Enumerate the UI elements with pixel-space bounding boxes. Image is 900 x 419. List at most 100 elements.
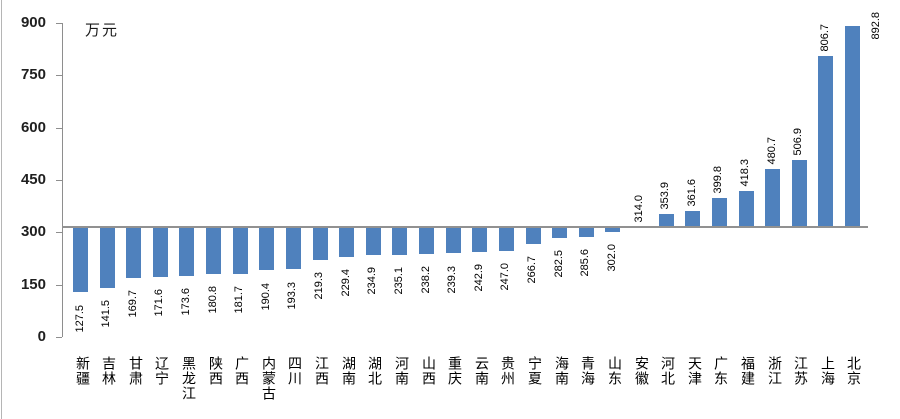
bar xyxy=(206,227,221,274)
category-label: 新疆 xyxy=(74,356,89,386)
y-tick-mark xyxy=(56,75,62,76)
bar-value-label: 169.7 xyxy=(127,290,139,318)
category-label: 云南 xyxy=(473,356,488,386)
bar xyxy=(366,227,381,255)
bar xyxy=(179,227,194,277)
category-label: 贵州 xyxy=(499,356,514,386)
bar-value-label: 302.0 xyxy=(606,244,618,272)
bar-value-label: 171.6 xyxy=(153,289,165,317)
y-tick-label: 750 xyxy=(20,66,46,83)
bar-value-label: 239.3 xyxy=(446,266,458,294)
bar-value-label: 399.8 xyxy=(712,166,724,194)
category-label: 陕西 xyxy=(207,356,222,386)
category-label: 青海 xyxy=(579,356,594,386)
category-label: 天津 xyxy=(686,356,701,386)
category-label: 辽宁 xyxy=(153,356,168,386)
category-label: 广东 xyxy=(712,356,727,386)
bar-value-label: 247.0 xyxy=(499,263,511,291)
y-axis-unit-label: 万元 xyxy=(85,23,120,39)
bar xyxy=(685,210,700,228)
bar-value-label: 480.7 xyxy=(766,137,778,165)
category-label: 黑龙江 xyxy=(180,356,195,401)
bar xyxy=(233,227,248,274)
y-axis-line xyxy=(62,23,63,337)
category-label: 浙江 xyxy=(766,356,781,386)
bar-value-label: 285.6 xyxy=(579,249,591,277)
y-tick-label: 600 xyxy=(20,119,46,136)
bar xyxy=(419,227,434,254)
bar-value-label: 282.5 xyxy=(553,250,565,278)
bar xyxy=(153,227,168,278)
category-label: 四川 xyxy=(286,356,301,386)
bar-value-label: 229.4 xyxy=(340,269,352,297)
y-tick-mark xyxy=(56,128,62,129)
y-tick-mark xyxy=(56,232,62,233)
category-label: 甘肃 xyxy=(127,356,142,386)
category-axis-line xyxy=(62,226,868,228)
bar xyxy=(739,191,754,228)
bar-value-label: 193.3 xyxy=(286,282,298,310)
bar-value-label: 181.7 xyxy=(233,286,245,314)
bar xyxy=(392,227,407,255)
bar-value-label: 219.3 xyxy=(313,272,325,300)
category-label: 福建 xyxy=(739,356,754,386)
category-label: 湖南 xyxy=(340,356,355,386)
left-edge-border xyxy=(1,0,2,419)
y-tick-label: 900 xyxy=(20,14,46,31)
category-label: 重庆 xyxy=(446,356,461,386)
category-label: 北京 xyxy=(845,356,860,386)
bar xyxy=(765,169,780,228)
bar-value-label: 234.9 xyxy=(366,267,378,295)
bar xyxy=(499,227,514,251)
bar-value-label: 353.9 xyxy=(659,182,671,210)
bar xyxy=(818,55,833,228)
bar-value-label: 418.3 xyxy=(739,159,751,187)
bar xyxy=(313,227,328,261)
y-tick-mark xyxy=(56,337,62,338)
y-tick-label: 0 xyxy=(37,328,46,345)
category-label: 上海 xyxy=(819,356,834,386)
y-tick-label: 450 xyxy=(20,171,46,188)
bar xyxy=(605,227,620,232)
bar-value-label: 806.7 xyxy=(819,24,831,52)
y-tick-mark xyxy=(56,285,62,286)
bar xyxy=(712,197,727,228)
bar xyxy=(126,227,141,278)
category-label: 湖北 xyxy=(366,356,381,386)
category-label: 广西 xyxy=(233,356,248,386)
bar xyxy=(259,227,274,271)
bar xyxy=(792,160,807,228)
bar xyxy=(845,25,860,228)
y-tick-label: 150 xyxy=(20,276,46,293)
bar-value-label: 361.6 xyxy=(686,179,698,207)
bar-value-label: 173.6 xyxy=(180,288,192,316)
category-label: 河北 xyxy=(659,356,674,386)
category-label: 河南 xyxy=(393,356,408,386)
bar xyxy=(659,213,674,228)
bar-value-label: 242.9 xyxy=(473,264,485,292)
category-label: 海南 xyxy=(553,356,568,386)
bar xyxy=(100,227,115,288)
category-label: 吉林 xyxy=(100,356,115,386)
category-label: 内蒙古 xyxy=(260,356,275,401)
bar xyxy=(286,227,301,270)
bar-value-label: 180.8 xyxy=(207,286,219,314)
bar xyxy=(472,227,487,253)
bar-value-label: 266.7 xyxy=(526,256,538,284)
category-label: 宁夏 xyxy=(526,356,541,386)
bar xyxy=(339,227,354,257)
bar-value-label: 141.5 xyxy=(100,300,112,328)
bar xyxy=(579,227,594,238)
bar-value-label: 190.4 xyxy=(260,283,272,311)
y-tick-label: 300 xyxy=(20,223,46,240)
category-label: 江西 xyxy=(313,356,328,386)
category-label: 安徽 xyxy=(633,356,648,386)
category-label: 山东 xyxy=(606,356,621,386)
bar-value-label: 314.0 xyxy=(633,195,645,223)
bar xyxy=(446,227,461,254)
bar-value-label: 238.2 xyxy=(420,266,432,294)
y-tick-mark xyxy=(56,180,62,181)
bar-value-label: 235.1 xyxy=(393,267,405,295)
bar-value-label: 127.5 xyxy=(74,305,86,333)
